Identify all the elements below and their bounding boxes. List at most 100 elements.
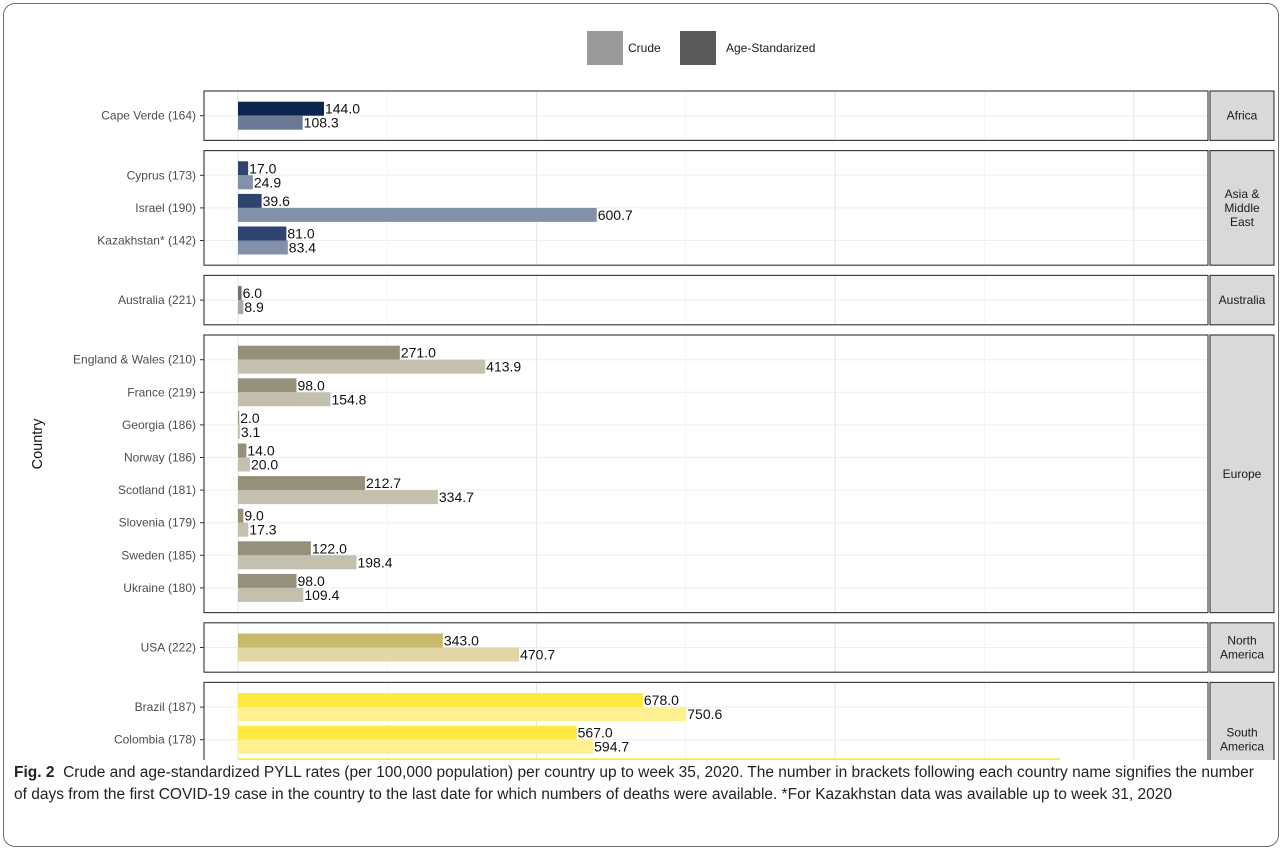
bar-age-standarized [238,573,297,588]
data-label-age-standarized: 6.0 [243,285,263,301]
facet-strip-north-america [1209,622,1275,673]
panel-border [203,334,1209,614]
bar-age-standarized [238,226,287,241]
facet-strip-label: Africa [1227,109,1258,123]
panel-border [203,622,1209,673]
y-tick-label: Scotland (181) [118,483,196,497]
facet-strip-europe [1209,334,1275,614]
data-label-age-standarized: 567.0 [578,725,613,741]
data-label-crude: 3.1 [241,424,261,440]
bar-crude [238,207,597,222]
panel-border [203,90,1209,141]
bar-crude [238,707,687,722]
data-label-crude: 413.9 [486,359,521,375]
facet-strip-south-america [1209,681,1275,760]
y-tick-label: Cyprus (173) [127,168,196,182]
legend-swatch-crude [587,31,623,65]
bar-crude [238,115,303,130]
data-label-crude: 24.9 [254,174,281,190]
facet-strip-label: East [1230,215,1255,229]
bar-age-standarized [238,693,643,708]
bar-age-standarized [238,345,400,360]
y-tick-label: Norway (186) [124,451,196,465]
y-tick-label: Slovenia (179) [119,516,196,530]
data-label-age-standarized: 1377.0 [1061,757,1104,760]
data-label-age-standarized: 678.0 [644,692,679,708]
bar-crude [238,647,520,662]
facet-strip-label: America [1220,648,1264,662]
y-axis-title: Country [30,418,46,470]
figure-caption: Fig. 2 Crude and age-standardized PYLL r… [14,762,1269,806]
bar-age-standarized [238,101,324,116]
data-label-age-standarized: 122.0 [312,540,347,556]
data-label-age-standarized: 271.0 [401,345,436,361]
data-label-crude: 750.6 [687,706,722,722]
facet-strip-africa [1209,90,1275,141]
data-label-crude: 198.4 [357,554,392,570]
y-tick-label: USA (222) [141,641,196,655]
bar-crude [238,240,288,255]
bar-crude [238,739,594,754]
bar-age-standarized [238,633,443,648]
data-label-age-standarized: 9.0 [244,508,264,524]
data-label-crude: 154.8 [331,391,366,407]
bar-crude [238,424,240,439]
y-tick-label: Ukraine (180) [123,581,196,595]
y-tick-label: France (219) [127,385,196,399]
legend-label-age-standarized: Age-Standarized [726,41,815,55]
data-label-crude: 600.7 [598,207,633,223]
bar-crude [238,555,357,570]
facet-strip-label: America [1220,740,1264,754]
facet-strip-label: Asia & [1225,187,1260,201]
bar-crude [238,392,331,407]
data-label-age-standarized: 39.6 [263,193,290,209]
data-label-age-standarized: 98.0 [298,573,325,589]
bar-crude [238,175,253,190]
bar-age-standarized [238,508,244,523]
data-label-crude: 470.7 [520,647,555,663]
data-label-age-standarized: 17.0 [249,160,276,176]
bar-age-standarized [238,541,311,556]
facet-strip-label: Middle [1224,201,1260,215]
y-tick-label: Brazil (187) [135,700,196,714]
bar-age-standarized [238,410,240,425]
y-tick-label: Georgia (186) [122,418,196,432]
bar-crude [238,587,304,602]
bar-crude [238,359,486,374]
bar-crude [238,457,250,472]
y-tick-label: Australia (221) [118,293,196,307]
panel-border [203,274,1209,326]
data-label-age-standarized: 14.0 [247,443,274,459]
data-label-age-standarized: 343.0 [444,633,479,649]
data-label-crude: 83.4 [289,240,316,256]
panel-border [203,150,1209,266]
bar-crude [238,522,249,537]
y-tick-label: Kazakhstan* (142) [97,234,196,248]
data-label-crude: 109.4 [304,587,339,603]
facet-strip-asia-middle-east [1209,150,1275,266]
data-label-crude: 17.3 [249,522,276,538]
bar-age-standarized [238,161,249,176]
bar-crude [238,300,244,315]
facet-strip-label: Europe [1223,467,1262,481]
bar-age-standarized [238,725,577,740]
data-label-crude: 8.9 [244,299,264,315]
data-label-crude: 334.7 [439,489,474,505]
bar-age-standarized [238,378,297,393]
y-tick-label: Israel (190) [135,201,196,215]
bar-crude [238,490,438,505]
y-tick-label: Cape Verde (164) [101,109,196,123]
data-label-crude: 594.7 [594,739,629,755]
data-label-crude: 20.0 [251,457,278,473]
bar-age-standarized [238,286,242,301]
facet-strip-label: North [1227,634,1256,648]
data-label-age-standarized: 144.0 [325,101,360,117]
data-label-crude: 108.3 [304,115,339,131]
panel-border [203,681,1209,760]
panel-europe [204,335,1208,613]
bar-age-standarized [238,476,366,491]
caption-figure-label: Fig. 2 [14,764,55,781]
figure-frame [3,3,1279,847]
data-label-age-standarized: 212.7 [366,475,401,491]
